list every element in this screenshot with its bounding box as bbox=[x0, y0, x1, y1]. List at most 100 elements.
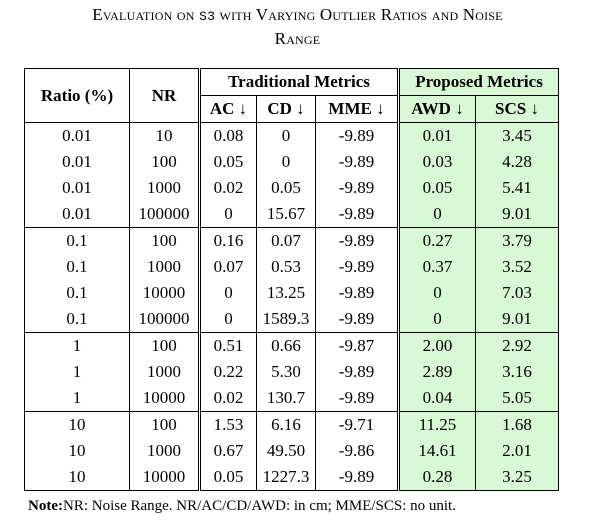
cell-cd: 5.30 bbox=[256, 359, 316, 385]
table-row: 10 10000 0.05 1227.3 -9.89 0.28 3.25 bbox=[24, 464, 559, 491]
caption-dataset-name: S3 bbox=[199, 9, 216, 24]
cell-cd: 0.53 bbox=[256, 254, 316, 280]
cell-ac: 0 bbox=[199, 306, 257, 333]
table-row: 0.1 100000 0 1589.3 -9.89 0 9.01 bbox=[24, 306, 559, 333]
cell-ac: 0.02 bbox=[199, 385, 257, 412]
cell-nr: 100 bbox=[129, 149, 201, 175]
header-ratio: Ratio (%) bbox=[24, 68, 130, 123]
header-nr: NR bbox=[129, 68, 201, 123]
cell-ac: 0.02 bbox=[199, 175, 257, 201]
cell-ratio: 0.01 bbox=[24, 175, 130, 201]
cell-awd: 0 bbox=[397, 280, 476, 306]
cell-scs: 7.03 bbox=[475, 280, 559, 306]
cell-ac: 0.05 bbox=[199, 149, 257, 175]
cell-ac: 0 bbox=[199, 201, 257, 228]
cell-mme: -9.89 bbox=[338, 126, 375, 145]
cell-ac: 0.07 bbox=[199, 254, 257, 280]
cell-awd: 0 bbox=[397, 306, 476, 333]
cell-ratio: 10 bbox=[24, 438, 130, 464]
cell-awd: 0.01 bbox=[397, 122, 476, 149]
cell-ac: 0.51 bbox=[199, 332, 257, 359]
cell-cd: 0 bbox=[256, 122, 316, 149]
table-row: 10 100 1.53 6.16 -9.71 11.25 1.68 bbox=[24, 411, 559, 438]
cell-cd: 49.50 bbox=[256, 438, 316, 464]
cell-mme: -9.89 bbox=[338, 283, 375, 302]
cell-scs: 1.68 bbox=[475, 411, 559, 438]
cell-awd: 2.00 bbox=[397, 332, 476, 359]
cell-scs: 9.01 bbox=[475, 201, 559, 228]
cell-mme: -9.89 bbox=[315, 201, 399, 228]
table-row: 0.01 100 0.05 0 -9.89 0.03 4.28 bbox=[24, 149, 559, 175]
cell-awd: 0 bbox=[397, 201, 476, 228]
cell-ac: 0.08 bbox=[199, 122, 257, 149]
cell-mme: -9.89 bbox=[338, 257, 375, 276]
cell-ratio: 0.1 bbox=[24, 227, 130, 254]
cell-nr: 100000 bbox=[129, 306, 201, 333]
cell-scs: 2.92 bbox=[475, 332, 559, 359]
cell-nr: 10000 bbox=[129, 385, 201, 412]
header-row-1: Ratio (%) NR Traditional Metrics Propose… bbox=[24, 68, 559, 123]
caption-line-2: Range bbox=[274, 29, 321, 48]
cell-awd: 0.27 bbox=[397, 227, 476, 254]
table-caption: Evaluation on S3 with Varying Outlier Ra… bbox=[0, 4, 595, 50]
cell-ratio: 0.01 bbox=[24, 149, 130, 175]
note-text-b: ; MME/SCS: no unit. bbox=[327, 498, 456, 514]
note-label: Note: bbox=[28, 498, 63, 514]
cell-nr: 1000 bbox=[129, 359, 201, 385]
table-note: Note:NR: Noise Range. NR/AC/CD/AWD: in c… bbox=[28, 498, 456, 515]
cell-cd: 0.66 bbox=[256, 332, 316, 359]
cell-awd: 0.03 bbox=[397, 149, 476, 175]
header-awd: AWD ↓ bbox=[397, 95, 476, 123]
cell-scs: 4.28 bbox=[475, 149, 559, 175]
cell-ac: 0.22 bbox=[199, 359, 257, 385]
table-row: 1 10000 0.02 130.7 -9.89 0.04 5.05 bbox=[24, 385, 559, 412]
cell-ac: 0.67 bbox=[199, 438, 257, 464]
cell-nr: 100000 bbox=[129, 201, 201, 228]
cell-mme: -9.89 bbox=[315, 464, 399, 491]
table-row: 10 1000 0.67 49.50 -9.86 14.61 2.01 bbox=[24, 438, 559, 464]
cell-mme: -9.89 bbox=[315, 385, 399, 412]
cell-cd: 6.16 bbox=[256, 411, 316, 438]
cell-ac: 0.05 bbox=[199, 464, 257, 491]
cell-mme: -9.87 bbox=[338, 336, 375, 355]
cell-cd: 0.05 bbox=[256, 175, 316, 201]
cell-scs: 9.01 bbox=[475, 306, 559, 333]
header-traditional-metrics: Traditional Metrics bbox=[199, 68, 399, 96]
cell-nr: 100 bbox=[129, 411, 201, 438]
cell-ratio: 1 bbox=[24, 385, 130, 412]
cell-awd: 11.25 bbox=[397, 411, 476, 438]
cell-mme: -9.89 bbox=[338, 362, 375, 381]
cell-scs: 3.16 bbox=[475, 359, 559, 385]
cell-ratio: 1 bbox=[24, 332, 130, 359]
cell-nr: 1000 bbox=[129, 438, 201, 464]
cell-cd: 1227.3 bbox=[256, 464, 316, 491]
caption-text-b: with Varying Outlier Ratios and Noise bbox=[215, 5, 503, 24]
results-table: Ratio (%) NR Traditional Metrics Propose… bbox=[24, 68, 559, 491]
cell-cd: 1589.3 bbox=[256, 306, 316, 333]
cell-scs: 5.41 bbox=[475, 175, 559, 201]
cell-cd: 0.07 bbox=[256, 227, 316, 254]
header-ac: AC ↓ bbox=[199, 95, 257, 123]
table-row: 0.01 1000 0.02 0.05 -9.89 0.05 5.41 bbox=[24, 175, 559, 201]
cell-scs: 3.45 bbox=[475, 122, 559, 149]
cell-awd: 14.61 bbox=[397, 438, 476, 464]
header-cd: CD ↓ bbox=[256, 95, 316, 123]
cell-cd: 13.25 bbox=[256, 280, 316, 306]
cell-mme: -9.89 bbox=[338, 231, 375, 250]
cell-mme: -9.89 bbox=[338, 178, 375, 197]
header-proposed-metrics: Proposed Metrics bbox=[397, 68, 559, 96]
cell-nr: 1000 bbox=[129, 254, 201, 280]
table-row: 0.1 10000 0 13.25 -9.89 0 7.03 bbox=[24, 280, 559, 306]
cell-awd: 0.05 bbox=[397, 175, 476, 201]
table-row: 1 100 0.51 0.66 -9.87 2.00 2.92 bbox=[24, 332, 559, 359]
cell-awd: 0.28 bbox=[397, 464, 476, 491]
cell-ratio: 10 bbox=[24, 411, 130, 438]
cell-scs: 5.05 bbox=[475, 385, 559, 412]
cell-ratio: 10 bbox=[24, 464, 130, 491]
cell-ratio: 0.01 bbox=[24, 122, 130, 149]
cell-awd: 2.89 bbox=[397, 359, 476, 385]
caption-line-1: Evaluation on S3 with Varying Outlier Ra… bbox=[0, 4, 595, 28]
cell-cd: 0 bbox=[256, 149, 316, 175]
cell-ratio: 0.1 bbox=[24, 280, 130, 306]
cell-scs: 3.52 bbox=[475, 254, 559, 280]
